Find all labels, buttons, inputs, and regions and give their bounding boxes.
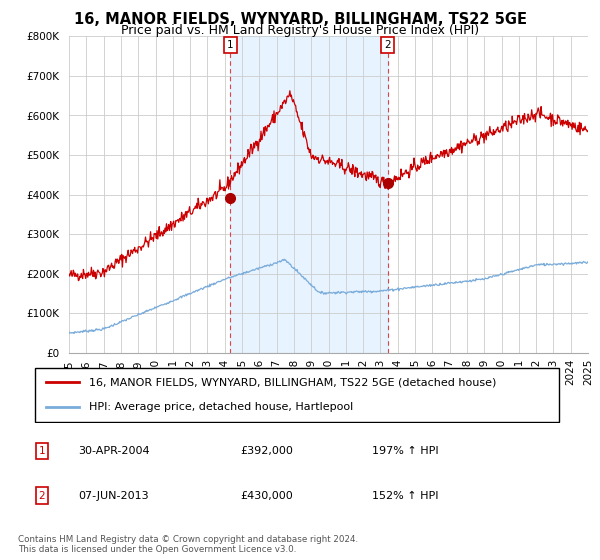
Text: £430,000: £430,000 — [240, 491, 293, 501]
Bar — [230, 36, 388, 353]
Text: Contains HM Land Registry data © Crown copyright and database right 2024.
This d: Contains HM Land Registry data © Crown c… — [18, 535, 358, 554]
Text: 30-APR-2004: 30-APR-2004 — [78, 446, 149, 456]
Text: 197% ↑ HPI: 197% ↑ HPI — [372, 446, 439, 456]
Text: 152% ↑ HPI: 152% ↑ HPI — [372, 491, 439, 501]
Text: 16, MANOR FIELDS, WYNYARD, BILLINGHAM, TS22 5GE: 16, MANOR FIELDS, WYNYARD, BILLINGHAM, T… — [74, 12, 527, 27]
Text: 07-JUN-2013: 07-JUN-2013 — [78, 491, 149, 501]
Text: 1: 1 — [38, 446, 46, 456]
Text: £392,000: £392,000 — [240, 446, 293, 456]
Text: HPI: Average price, detached house, Hartlepool: HPI: Average price, detached house, Hart… — [89, 402, 353, 412]
FancyBboxPatch shape — [35, 368, 559, 422]
Text: 16, MANOR FIELDS, WYNYARD, BILLINGHAM, TS22 5GE (detached house): 16, MANOR FIELDS, WYNYARD, BILLINGHAM, T… — [89, 377, 497, 388]
Text: 2: 2 — [38, 491, 46, 501]
Text: 1: 1 — [227, 40, 234, 50]
Text: Price paid vs. HM Land Registry's House Price Index (HPI): Price paid vs. HM Land Registry's House … — [121, 24, 479, 37]
Text: 2: 2 — [385, 40, 391, 50]
